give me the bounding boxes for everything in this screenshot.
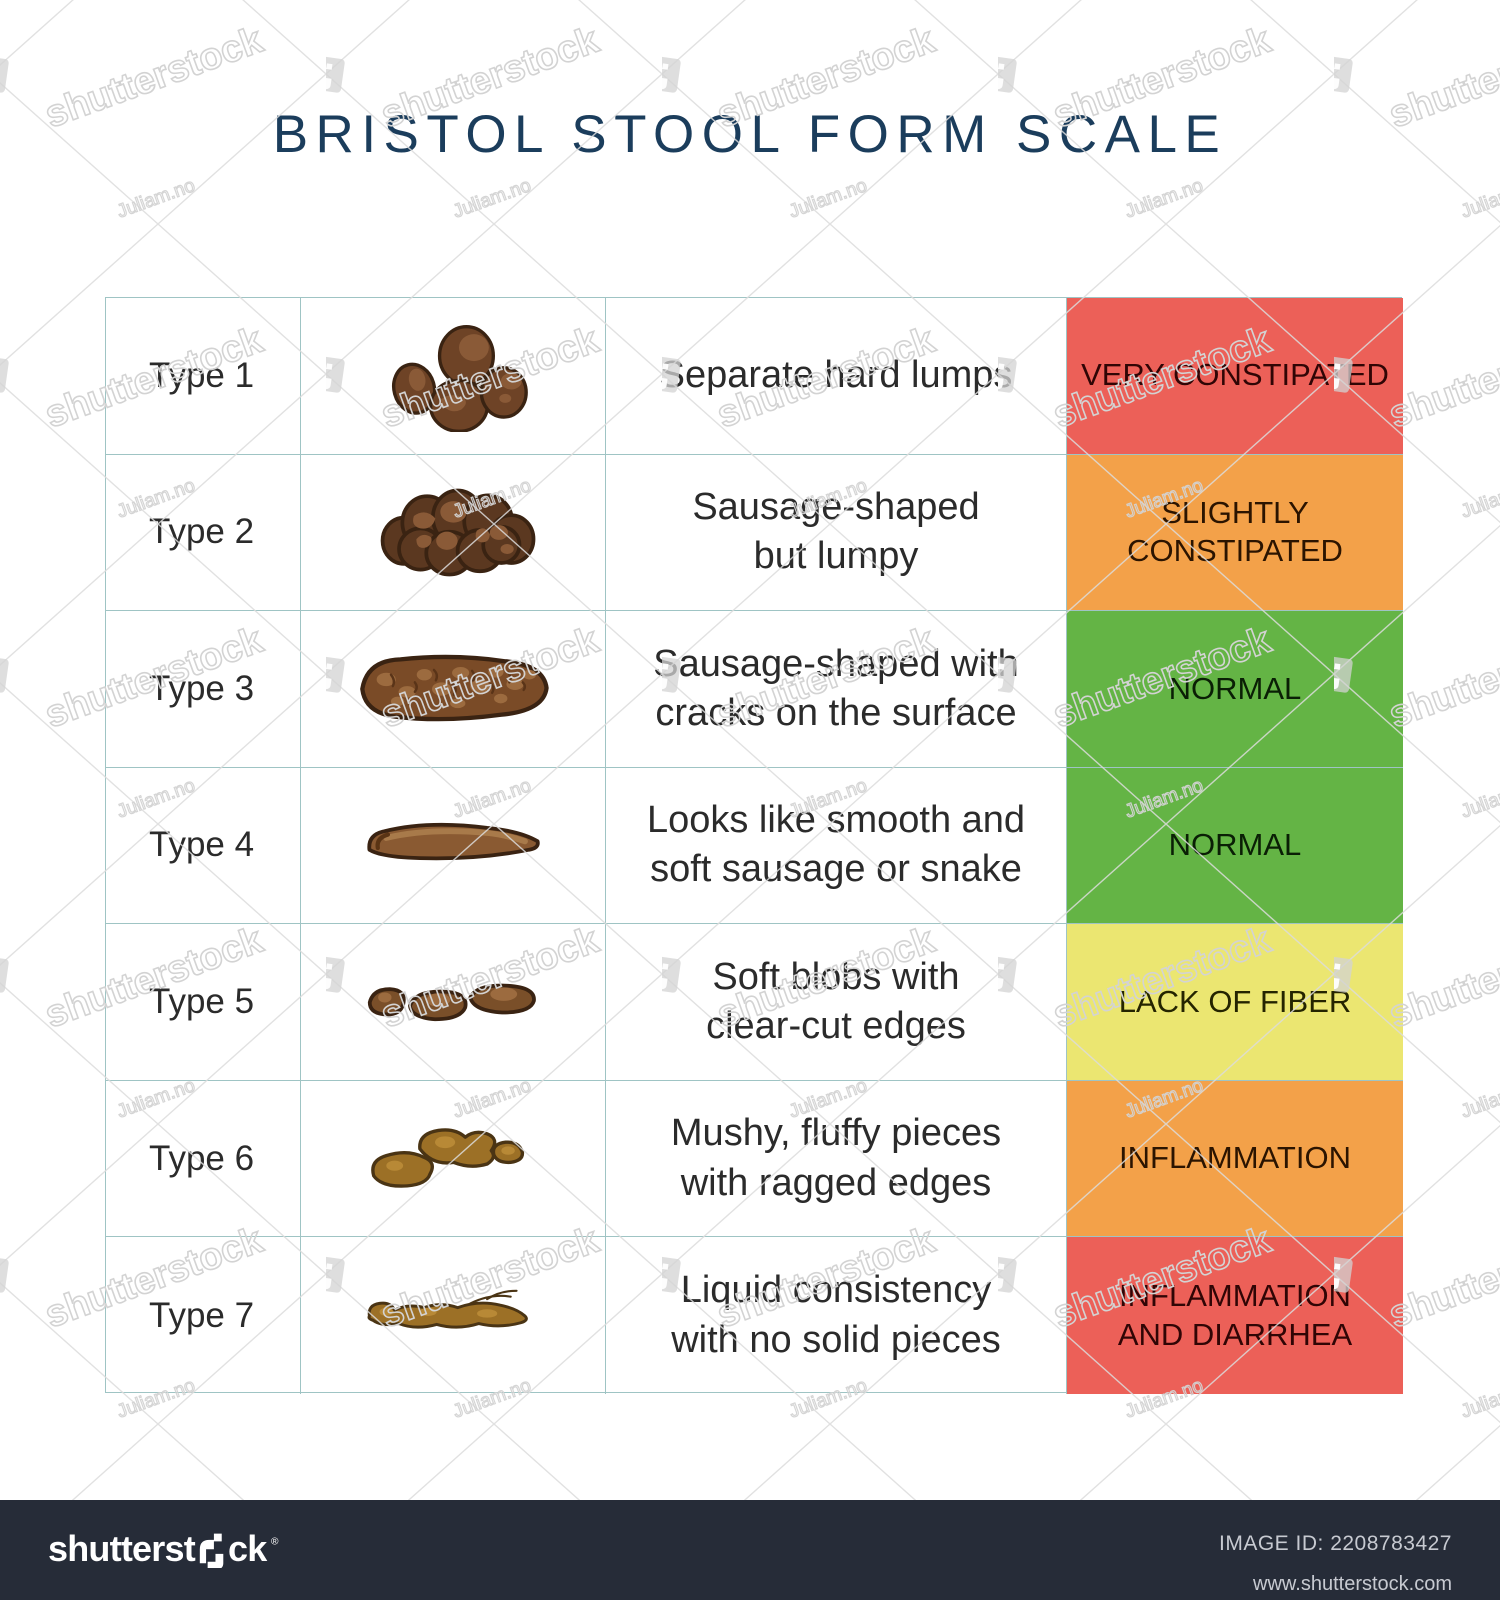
svg-text:ck: ck xyxy=(228,1532,268,1568)
svg-text:shutterst: shutterst xyxy=(48,1532,196,1568)
svg-text:®: ® xyxy=(271,1537,279,1548)
